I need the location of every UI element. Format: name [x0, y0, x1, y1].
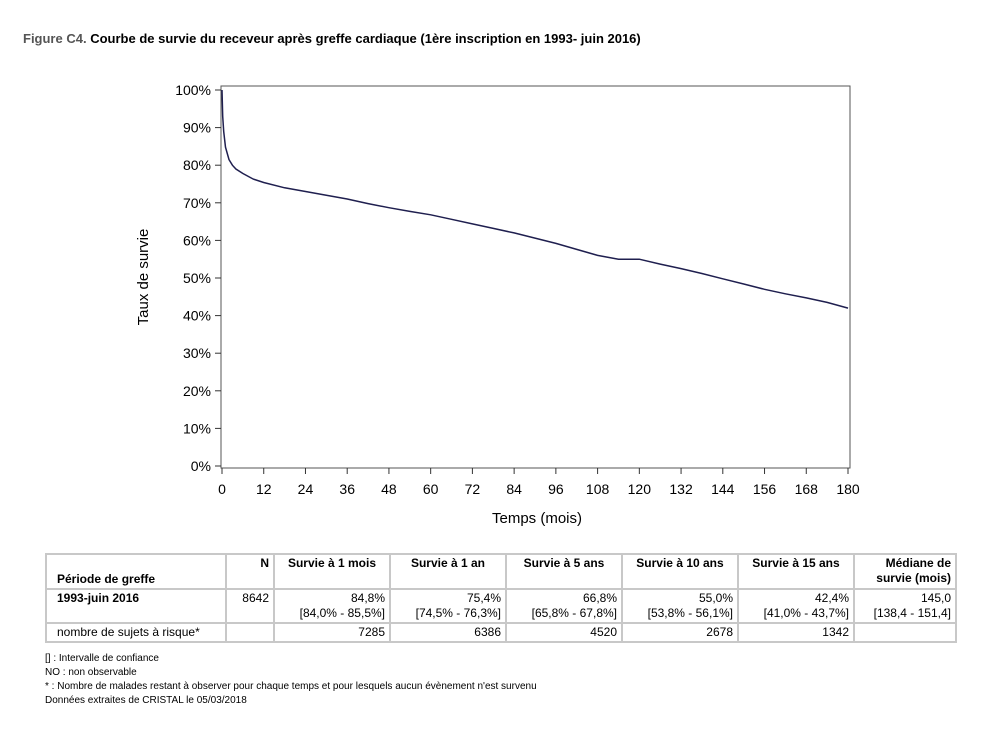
header-n: N	[225, 553, 275, 590]
cell-ci: [53,8% - 56,1%]	[647, 606, 733, 620]
y-tick-label: 60%	[183, 232, 211, 248]
note-source: Données extraites de CRISTAL le 05/03/20…	[45, 695, 247, 706]
y-tick-label: 0%	[191, 458, 211, 474]
cell-10-years: 55,0% [53,8% - 56,1%]	[621, 588, 739, 624]
x-tick-label: 0	[218, 481, 226, 497]
x-tick-label: 144	[711, 481, 735, 497]
x-tick-label: 36	[339, 481, 355, 497]
note-ci: [] : Intervalle de confiance	[45, 653, 159, 664]
note-no: NO : non observable	[45, 667, 137, 678]
x-tick-label: 120	[628, 481, 652, 497]
cell-value: 84,8%	[350, 591, 385, 605]
figure-title: Figure C4. Courbe de survie du receveur …	[23, 31, 641, 46]
y-tick-label: 80%	[183, 157, 211, 173]
x-tick-label: 24	[298, 481, 314, 497]
table-header-row: Période de greffe N Survie à 1 mois Surv…	[45, 553, 957, 590]
cell-value: 55,0%	[698, 591, 733, 605]
y-tick-label: 30%	[183, 345, 211, 361]
x-tick-label: 108	[586, 481, 610, 497]
risk-n	[225, 622, 275, 643]
row-n: 8642	[225, 588, 275, 624]
risk-label: nombre de sujets à risque*	[45, 622, 227, 643]
y-tick-label: 100%	[175, 82, 211, 98]
y-tick-label: 20%	[183, 383, 211, 399]
cell-ci: [74,5% - 76,3%]	[415, 606, 501, 620]
figure-label: Figure C4.	[23, 31, 87, 46]
cell-ci: [65,8% - 67,8%]	[531, 606, 617, 620]
x-tick-label: 72	[465, 481, 481, 497]
x-tick-label: 96	[548, 481, 564, 497]
risk-15-years: 1342	[737, 622, 855, 643]
y-axis: 0% 10% 20% 30% 40% 50% 60% 70% 80% 90% 100%	[175, 82, 221, 474]
cell-5-years: 66,8% [65,8% - 67,8%]	[505, 588, 623, 624]
footnotes: [] : Intervalle de confiance NO : non ob…	[45, 652, 537, 708]
x-tick-label: 84	[506, 481, 522, 497]
y-tick-label: 10%	[183, 420, 211, 436]
note-risk: * : Nombre de malades restant à observer…	[45, 681, 537, 692]
cell-ci: [41,0% - 43,7%]	[763, 606, 849, 620]
cell-1-month: 84,8% [84,0% - 85,5%]	[273, 588, 391, 624]
cell-ci: [138,4 - 151,4]	[873, 606, 951, 620]
figure-title-text: Courbe de survie du receveur après greff…	[90, 31, 641, 46]
header-5-years: Survie à 5 ans	[505, 553, 623, 590]
cell-value: 75,4%	[466, 591, 501, 605]
risk-5-years: 4520	[505, 622, 623, 643]
header-median: Médiane de survie (mois)	[853, 553, 957, 590]
cell-ci: [84,0% - 85,5%]	[299, 606, 385, 620]
header-1-month: Survie à 1 mois	[273, 553, 391, 590]
y-tick-label: 70%	[183, 195, 211, 211]
cell-1-year: 75,4% [74,5% - 76,3%]	[389, 588, 507, 624]
x-tick-label: 48	[381, 481, 397, 497]
x-tick-label: 156	[753, 481, 777, 497]
plot-frame	[220, 85, 851, 469]
risk-10-years: 2678	[621, 622, 739, 643]
row-period: 1993-juin 2016	[45, 588, 227, 624]
y-axis-label: Taux de survie	[135, 229, 152, 326]
x-axis-label: Temps (mois)	[492, 510, 582, 527]
table-row: 1993-juin 2016 8642 84,8% [84,0% - 85,5%…	[45, 588, 957, 624]
survival-chart: 0% 10% 20% 30% 40% 50% 60% 70% 80% 90% 100% 0 12 24 3…	[135, 82, 860, 527]
x-tick-label: 180	[836, 481, 860, 497]
cell-value: 66,8%	[582, 591, 617, 605]
survival-curve	[221, 89, 849, 309]
risk-row: nombre de sujets à risque* 7285 6386 452…	[45, 622, 957, 643]
header-15-years: Survie à 15 ans	[737, 553, 855, 590]
header-1-year: Survie à 1 an	[389, 553, 507, 590]
risk-1-month: 7285	[273, 622, 391, 643]
x-tick-label: 12	[256, 481, 272, 497]
header-10-years: Survie à 10 ans	[621, 553, 739, 590]
y-tick-label: 40%	[183, 308, 211, 324]
cell-value: 145,0	[920, 591, 951, 605]
survival-table: Période de greffe N Survie à 1 mois Surv…	[45, 553, 957, 643]
risk-1-year: 6386	[389, 622, 507, 643]
x-tick-label: 132	[669, 481, 693, 497]
header-period: Période de greffe	[45, 553, 227, 590]
y-tick-label: 90%	[183, 120, 211, 136]
cell-median: 145,0 [138,4 - 151,4]	[853, 588, 957, 624]
cell-15-years: 42,4% [41,0% - 43,7%]	[737, 588, 855, 624]
x-axis: 0 12 24 36 48 60 72 84 96 108 120 132 144 156 168 180	[218, 468, 860, 497]
cell-value: 42,4%	[814, 591, 849, 605]
x-tick-label: 168	[795, 481, 819, 497]
risk-median	[853, 622, 957, 643]
x-tick-label: 60	[423, 481, 439, 497]
y-tick-label: 50%	[183, 270, 211, 286]
